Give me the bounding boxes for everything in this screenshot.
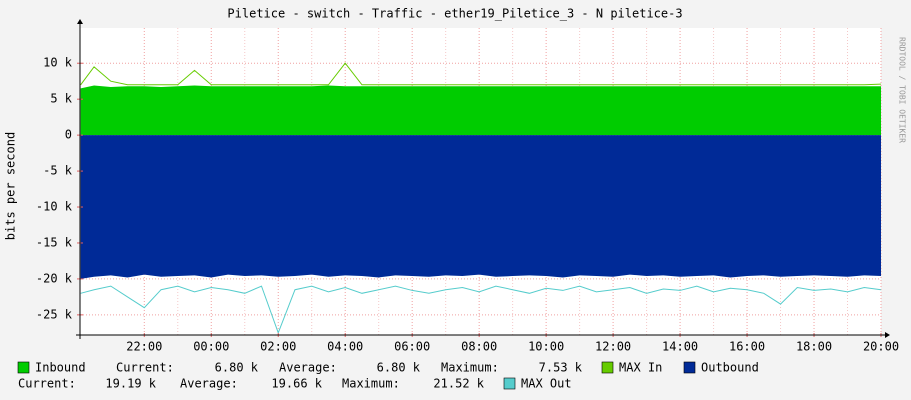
legend-text: 19.66 k <box>271 377 322 391</box>
x-tick-label: 06:00 <box>394 340 430 354</box>
line <box>80 285 882 335</box>
x-tick-label: 20:00 <box>863 340 899 354</box>
x-tick-label: 22:00 <box>126 340 162 354</box>
x-tick-label: 10:00 <box>528 340 564 354</box>
y-tick-label: -10 k <box>36 200 73 214</box>
legend-swatch <box>683 361 696 374</box>
y-axis-arrow <box>77 19 83 24</box>
y-tick-label: 5 k <box>50 92 72 106</box>
y-axis-label: bits per second <box>4 132 18 240</box>
legend-text: 7.53 k <box>539 361 583 375</box>
marks-layer <box>80 62 882 335</box>
x-tick-label: 02:00 <box>260 340 296 354</box>
legend-text: MAX Out <box>521 377 572 391</box>
legend-swatch <box>17 361 30 374</box>
legend-text: 21.52 k <box>433 377 484 391</box>
x-tick-label: 00:00 <box>193 340 229 354</box>
area <box>80 85 881 136</box>
y-tick-label: -20 k <box>36 271 73 285</box>
labels-layer: 10 k 5 k 0 -5 k -10 k -15 k -20 k -25 k 22:00 00:… <box>17 56 899 391</box>
y-tick-label: 0 <box>65 128 72 142</box>
line <box>80 62 882 86</box>
y-tick-label: -25 k <box>36 307 73 321</box>
legend-text: Maximum: <box>342 377 400 391</box>
y-tick-label: -5 k <box>43 164 73 178</box>
legend-text: 6.80 k <box>377 361 421 375</box>
x-tick-label: 14:00 <box>662 340 698 354</box>
y-tick-label: 10 k <box>43 56 73 70</box>
watermark: RRDTOOL / TOBI OETIKER <box>898 37 907 143</box>
x-tick-label: 04:00 <box>327 340 363 354</box>
x-tick-label: 16:00 <box>729 340 765 354</box>
legend-text: MAX In <box>619 361 662 375</box>
x-axis-arrow <box>885 332 890 338</box>
legend-text: Maximum: <box>441 361 499 375</box>
legend-text: Average: <box>180 377 238 391</box>
axes-layer <box>76 19 890 339</box>
chart-title: Piletice - switch - Traffic - ether19_Pi… <box>227 7 682 21</box>
legend-text: Inbound <box>35 361 86 375</box>
legend-text: Current: <box>116 361 174 375</box>
x-tick-label: 12:00 <box>595 340 631 354</box>
x-tick-label: 08:00 <box>461 340 497 354</box>
legend-text: 6.80 k <box>215 361 259 375</box>
area <box>80 135 881 279</box>
x-tick-label: 18:00 <box>796 340 832 354</box>
legend-text: Outbound <box>701 361 759 375</box>
legend-swatch <box>503 377 516 390</box>
y-tick-label: -15 k <box>36 235 73 249</box>
legend-swatch <box>601 361 614 374</box>
legend-text: Current: <box>18 377 76 391</box>
legend-text: 19.19 k <box>105 377 156 391</box>
legend-text: Average: <box>279 361 337 375</box>
